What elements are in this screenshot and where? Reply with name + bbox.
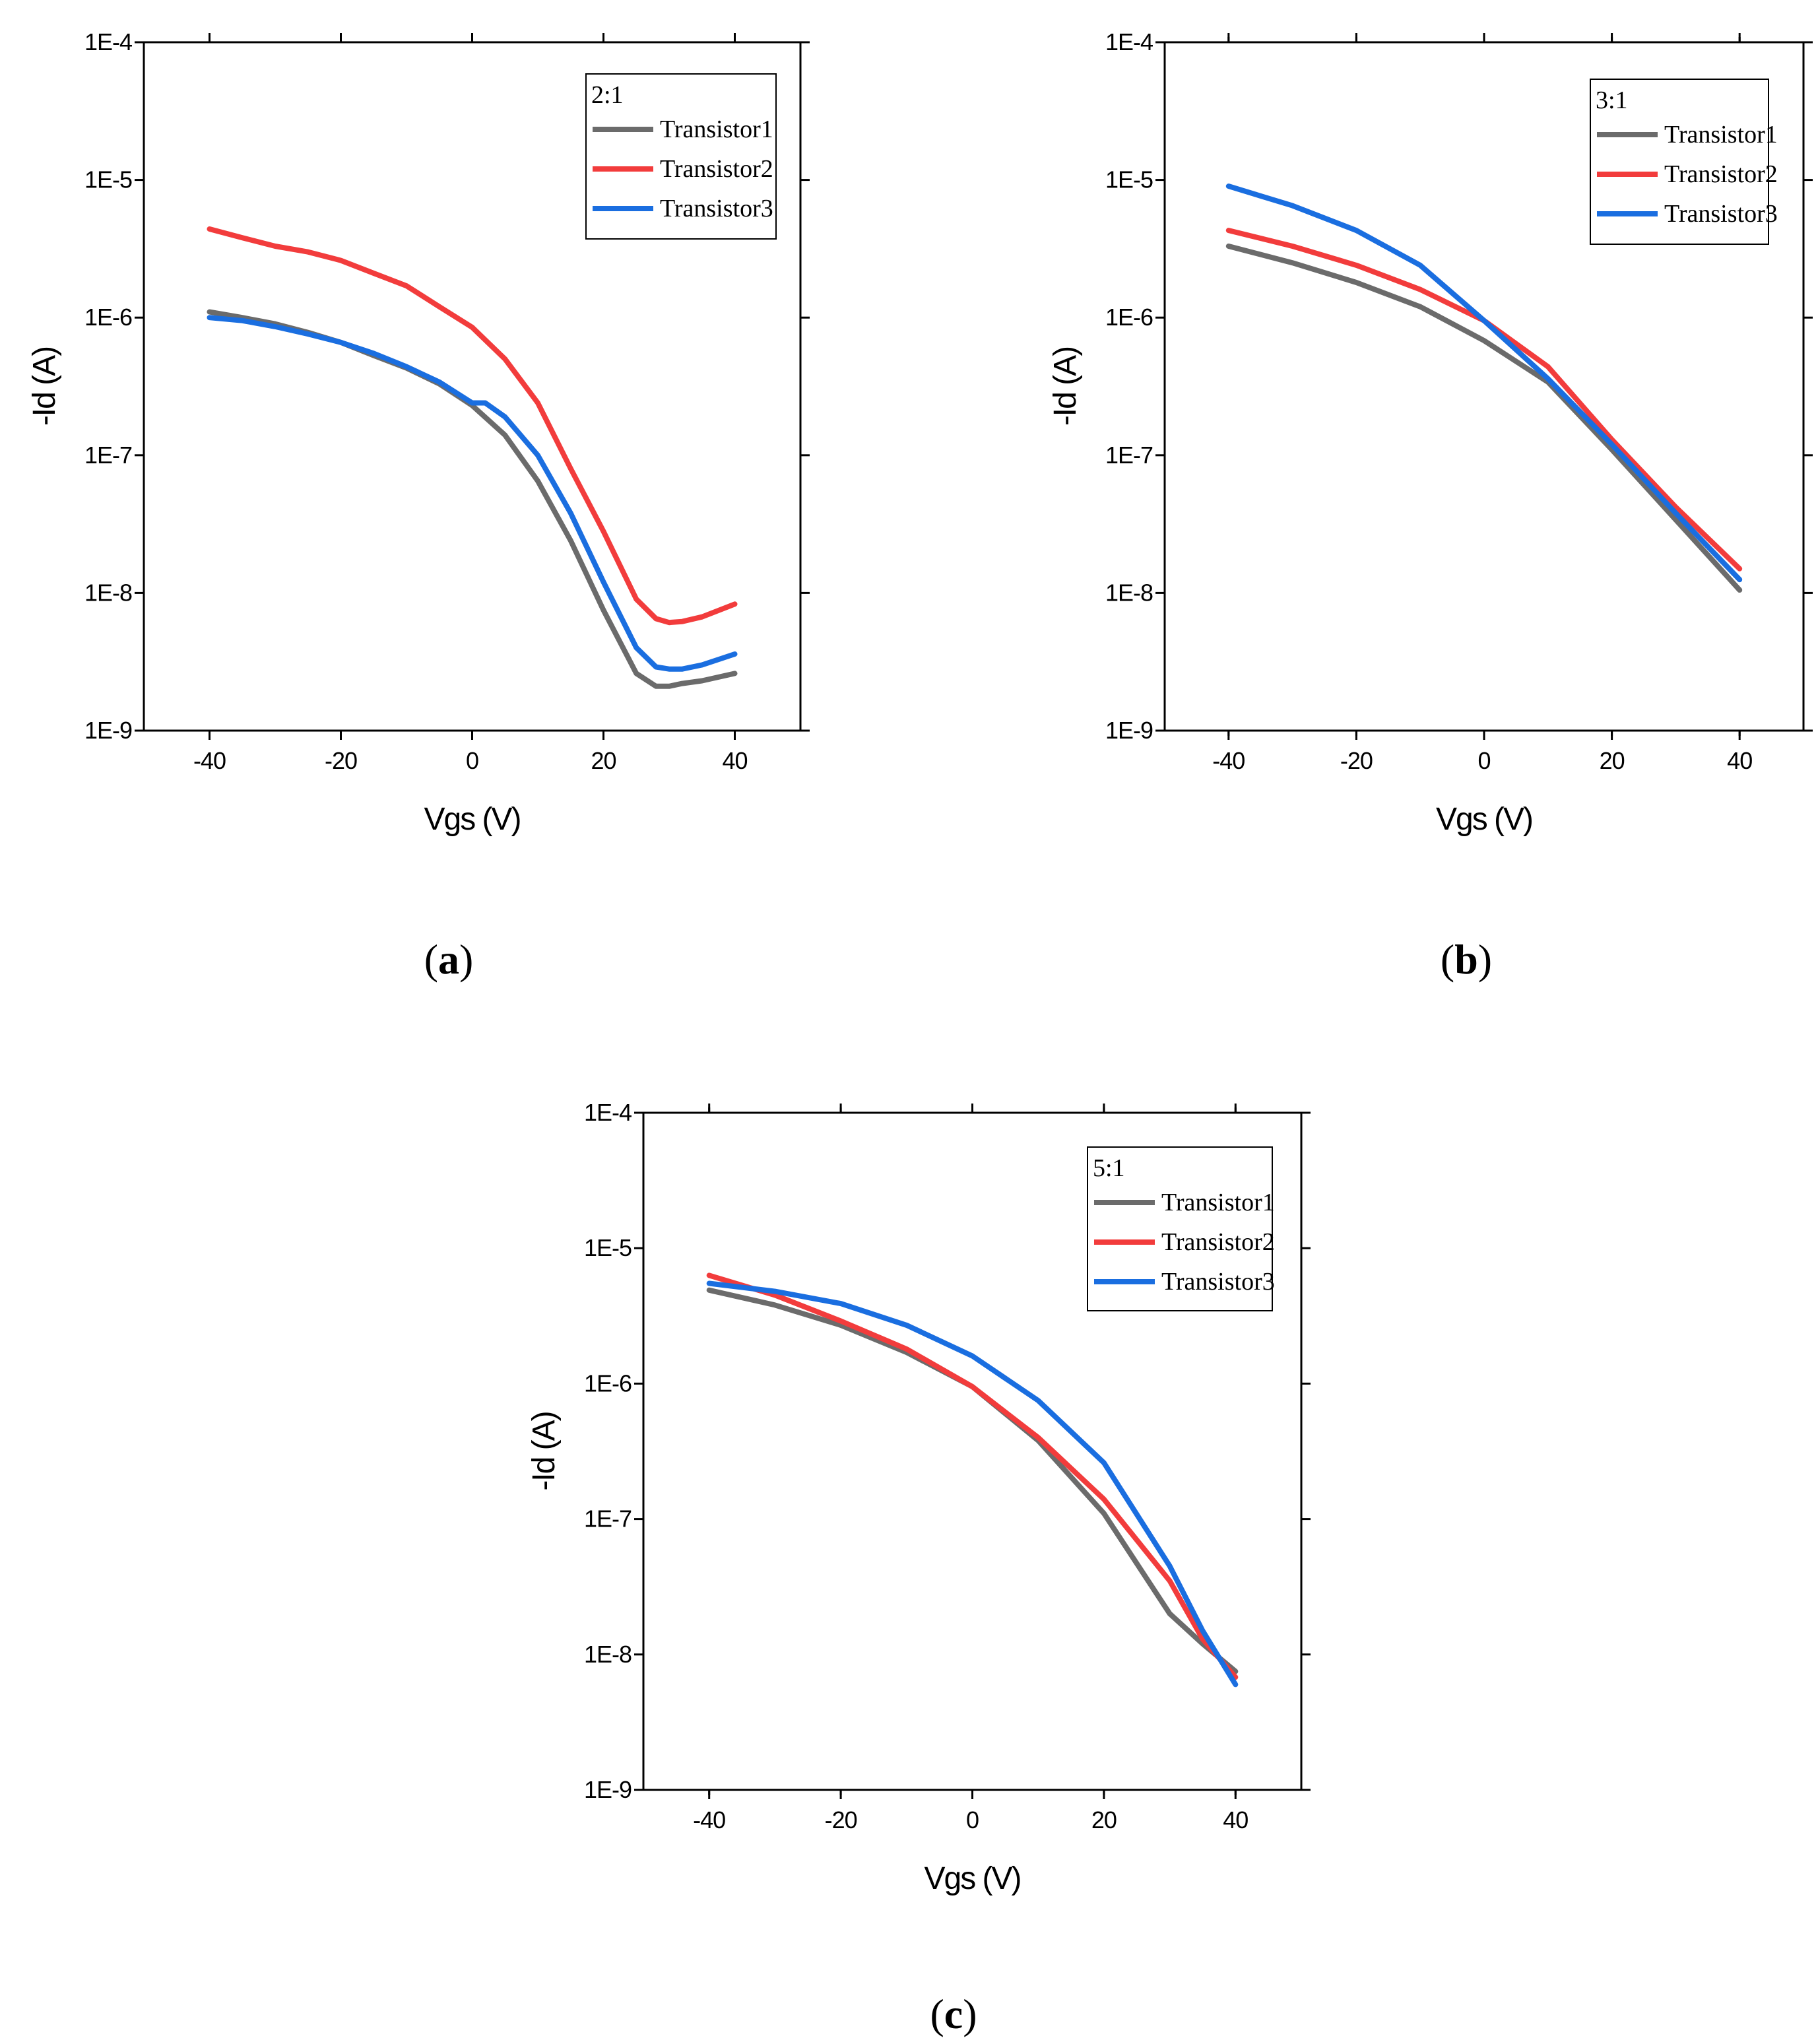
panel-letter: a <box>438 936 459 983</box>
y-tick-label: 1E-5 <box>1105 166 1153 193</box>
legend-item-label: Transistor3 <box>660 195 773 222</box>
y-tick-label: 1E-7 <box>1105 442 1153 469</box>
series-line-transistor3 <box>207 315 738 672</box>
chart-panel-a: -40 -20 0 20 40 1E-4 1E-5 1E-6 1E-7 1E-8 1E-9 Vgs (… <box>27 28 810 983</box>
legend-item-label: Transistor1 <box>660 115 773 143</box>
x-tick-label: 0 <box>466 747 478 774</box>
series-line-transistor2 <box>706 1272 1239 1680</box>
y-tick-label: 1E-8 <box>1105 579 1153 606</box>
y-axis-title: -Id (A) <box>527 1412 562 1490</box>
legend: 3:1 Transistor1 Transistor2 Transistor3 <box>1590 79 1778 245</box>
y-tick-label: 1E-9 <box>584 1776 632 1803</box>
legend-box <box>1087 1146 1273 1311</box>
y-tick-label: 1E-7 <box>84 442 132 469</box>
y-tick-label: 1E-5 <box>84 166 132 193</box>
legend-title: 5:1 <box>1093 1154 1125 1182</box>
x-tick-label: 20 <box>1600 747 1625 774</box>
panel-letter: c <box>944 1991 963 2037</box>
y-tick-label: 1E-7 <box>584 1505 632 1533</box>
legend-title: 2:1 <box>591 81 624 109</box>
x-tick-label: -40 <box>693 1806 725 1833</box>
legend-item-label: Transistor3 <box>1161 1268 1275 1296</box>
x-tick-label: -40 <box>193 747 226 774</box>
x-tick-label: -20 <box>825 1806 857 1833</box>
x-tick-label: -40 <box>1212 747 1245 774</box>
y-tick-label: 1E-9 <box>1105 717 1153 744</box>
series-line-transistor2 <box>207 226 738 626</box>
legend: 2:1 Transistor1 Transistor2 Transistor3 <box>585 73 777 240</box>
x-tick-label: -20 <box>325 747 357 774</box>
panel-label: (c) <box>930 1991 977 2037</box>
legend-title: 3:1 <box>1596 86 1628 114</box>
x-tick-label: 20 <box>1091 1806 1117 1833</box>
x-tick-label: 40 <box>722 747 747 774</box>
series-line-transistor3 <box>1225 183 1743 583</box>
legend-item-label: Transistor1 <box>1664 121 1778 148</box>
panel-label: (b) <box>1441 936 1492 983</box>
y-tick-label: 1E-8 <box>584 1641 632 1668</box>
panel-label: (a) <box>424 936 474 983</box>
y-tick-label: 1E-6 <box>584 1369 632 1397</box>
series-line-transistor1 <box>706 1287 1239 1674</box>
y-tick-label: 1E-4 <box>84 28 132 55</box>
x-axis-title: Vgs (V) <box>424 802 520 837</box>
legend-box <box>585 73 777 240</box>
x-axis-title: Vgs (V) <box>924 1861 1020 1896</box>
x-tick-label: -20 <box>1340 747 1373 774</box>
y-axis-title: -Id (A) <box>27 347 62 426</box>
chart-panel-c: -40 -20 0 20 40 1E-4 1E-5 1E-6 1E-7 1E-8 1E-9 Vgs (… <box>527 1099 1311 2037</box>
x-tick-label: 0 <box>966 1806 979 1833</box>
panel-letter: b <box>1454 936 1478 983</box>
chart-panel-b: -40 -20 0 20 40 1E-4 1E-5 1E-6 1E-7 1E-8 1E-9 Vgs (… <box>1048 28 1813 983</box>
y-tick-label: 1E-4 <box>584 1099 632 1126</box>
series-line-transistor2 <box>1225 228 1743 572</box>
y-tick-label: 1E-5 <box>584 1234 632 1261</box>
x-tick-label: 0 <box>1477 747 1490 774</box>
series-line-transistor1 <box>207 309 738 689</box>
series-line-transistor1 <box>1225 244 1743 593</box>
legend-item-label: Transistor2 <box>1161 1228 1275 1256</box>
legend-item-label: Transistor2 <box>660 155 773 183</box>
y-tick-label: 1E-8 <box>84 579 132 606</box>
x-axis-title: Vgs (V) <box>1436 802 1532 837</box>
y-tick-label: 1E-6 <box>84 304 132 331</box>
y-axis-title: -Id (A) <box>1048 347 1083 426</box>
x-tick-label: 40 <box>1727 747 1752 774</box>
y-tick-label: 1E-6 <box>1105 304 1153 331</box>
legend-item-label: Transistor3 <box>1664 200 1778 228</box>
series-line-transistor3 <box>706 1280 1239 1688</box>
x-tick-label: 40 <box>1223 1806 1248 1833</box>
legend: 5:1 Transistor1 Transistor2 Transistor3 <box>1087 1146 1275 1311</box>
legend-item-label: Transistor1 <box>1161 1189 1275 1216</box>
legend-box <box>1590 79 1769 245</box>
x-tick-label: 20 <box>591 747 616 774</box>
y-tick-label: 1E-9 <box>84 717 132 744</box>
y-tick-label: 1E-4 <box>1105 28 1153 55</box>
legend-item-label: Transistor2 <box>1664 160 1778 188</box>
